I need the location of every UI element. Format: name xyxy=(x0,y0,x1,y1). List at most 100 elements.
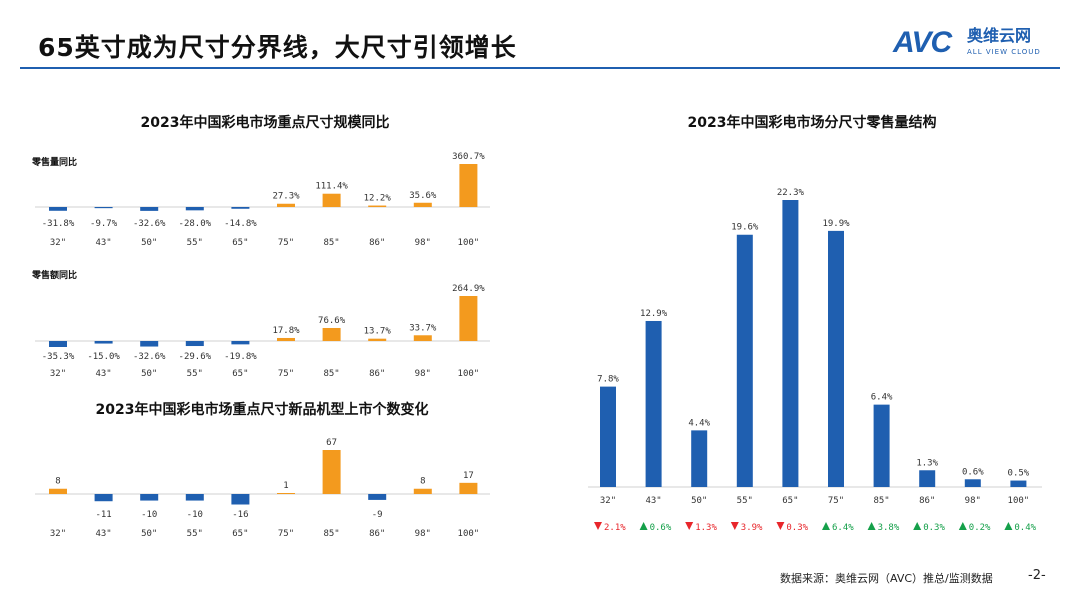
data-label: -28.0% xyxy=(179,219,212,229)
data-label: -9.7% xyxy=(90,219,118,229)
bar-100in xyxy=(1010,480,1027,487)
triangle-up-icon xyxy=(958,522,967,530)
bar-50in xyxy=(691,430,708,487)
category-label: 50" xyxy=(141,369,157,379)
data-label: 35.6% xyxy=(409,191,437,201)
data-label: 67 xyxy=(326,438,337,448)
data-label: 76.6% xyxy=(318,316,346,326)
data-label: -10 xyxy=(187,510,203,520)
bar-43in xyxy=(94,207,113,209)
change-label: 0.6% xyxy=(650,523,672,533)
triangle-down-icon xyxy=(776,522,785,530)
data-label: 19.6% xyxy=(731,223,759,233)
category-label: 55" xyxy=(187,529,203,539)
data-label: 17 xyxy=(463,471,474,481)
data-label: 33.7% xyxy=(409,323,437,333)
bar-32in xyxy=(49,207,67,211)
bar-32in xyxy=(49,488,67,494)
data-label: -14.8% xyxy=(224,219,257,229)
category-label: 86" xyxy=(919,496,935,506)
category-label: 85" xyxy=(873,496,889,506)
category-label: 75" xyxy=(278,529,294,539)
category-label: 98" xyxy=(415,238,431,248)
data-label: -19.8% xyxy=(224,352,257,362)
bar-55in xyxy=(185,494,204,501)
chart-title-structure: 2023年中国彩电市场分尺寸零售量结构 xyxy=(687,115,937,131)
category-label: 55" xyxy=(737,496,753,506)
logo-en: ALL VIEW CLOUD xyxy=(967,48,1041,56)
change-label: 3.9% xyxy=(741,523,763,533)
change-label: 0.3% xyxy=(786,523,808,533)
category-label: 65" xyxy=(232,529,248,539)
data-label: -16 xyxy=(232,510,248,520)
data-label: 1.3% xyxy=(916,458,938,468)
bar-32in xyxy=(49,341,67,347)
data-label: 7.8% xyxy=(597,375,619,385)
data-label: -31.8% xyxy=(42,219,75,229)
data-label: -35.3% xyxy=(42,352,75,362)
subtitle-volume-yoy: 零售量同比 xyxy=(32,158,78,168)
bar-43in xyxy=(94,494,113,502)
bar-75in xyxy=(277,337,295,341)
category-label: 32" xyxy=(50,369,66,379)
bar-55in xyxy=(736,234,753,487)
bar-65in xyxy=(231,494,250,505)
bar-50in xyxy=(140,207,159,211)
category-label: 100" xyxy=(458,529,480,539)
bar-98in xyxy=(964,479,981,487)
data-label: 27.3% xyxy=(272,192,300,202)
bar-86in xyxy=(919,470,936,487)
data-label: 6.4% xyxy=(871,393,893,403)
header-divider xyxy=(20,67,1060,69)
bar-55in xyxy=(185,341,204,347)
data-label: -32.6% xyxy=(133,352,166,362)
category-label: 43" xyxy=(645,496,661,506)
bar-100in xyxy=(459,482,478,494)
bar-98in xyxy=(413,202,432,207)
logo-cn: 奥维云网 xyxy=(967,26,1032,45)
page-title: 65英寸成为尺寸分界线，大尺寸引领增长 xyxy=(38,33,517,62)
triangle-down-icon xyxy=(685,522,694,530)
change-label: 3.8% xyxy=(878,523,900,533)
data-label: -10 xyxy=(141,510,157,520)
data-label: 13.7% xyxy=(364,327,392,337)
data-label: 8 xyxy=(55,477,60,487)
category-label: 55" xyxy=(187,369,203,379)
data-label: 17.8% xyxy=(272,326,300,336)
category-label: 98" xyxy=(415,369,431,379)
category-label: 43" xyxy=(95,369,111,379)
change-label: 0.2% xyxy=(969,523,991,533)
bar-65in xyxy=(782,200,799,487)
triangle-down-icon xyxy=(594,522,602,530)
category-label: 75" xyxy=(278,369,294,379)
triangle-down-icon xyxy=(730,522,739,530)
bar-85in xyxy=(322,450,341,494)
triangle-up-icon xyxy=(639,522,648,530)
category-label: 75" xyxy=(278,238,294,248)
subtitle-value-yoy: 零售额同比 xyxy=(32,271,78,281)
bar-65in xyxy=(231,341,250,345)
data-label: 12.2% xyxy=(364,194,392,204)
data-label: 111.4% xyxy=(315,182,348,192)
triangle-up-icon xyxy=(822,522,830,530)
category-label: 86" xyxy=(369,529,385,539)
data-label: 8 xyxy=(420,477,425,487)
category-label: 65" xyxy=(232,369,248,379)
category-label: 50" xyxy=(141,238,157,248)
change-label: 2.1% xyxy=(604,523,626,533)
bar-75in xyxy=(277,493,295,494)
category-label: 98" xyxy=(415,529,431,539)
bar-75in xyxy=(277,203,295,207)
category-label: 85" xyxy=(323,369,339,379)
data-label: 0.6% xyxy=(962,467,984,477)
triangle-up-icon xyxy=(867,522,876,530)
category-label: 86" xyxy=(369,238,385,248)
triangle-up-icon xyxy=(913,522,922,530)
logo-mark: AVC xyxy=(893,26,952,59)
category-label: 100" xyxy=(458,238,480,248)
chart-title-size-yoy: 2023年中国彩电市场重点尺寸规模同比 xyxy=(140,115,390,131)
category-label: 32" xyxy=(600,496,616,506)
data-source: 数据来源：奥维云网（AVC）推总/监测数据 xyxy=(780,572,993,585)
